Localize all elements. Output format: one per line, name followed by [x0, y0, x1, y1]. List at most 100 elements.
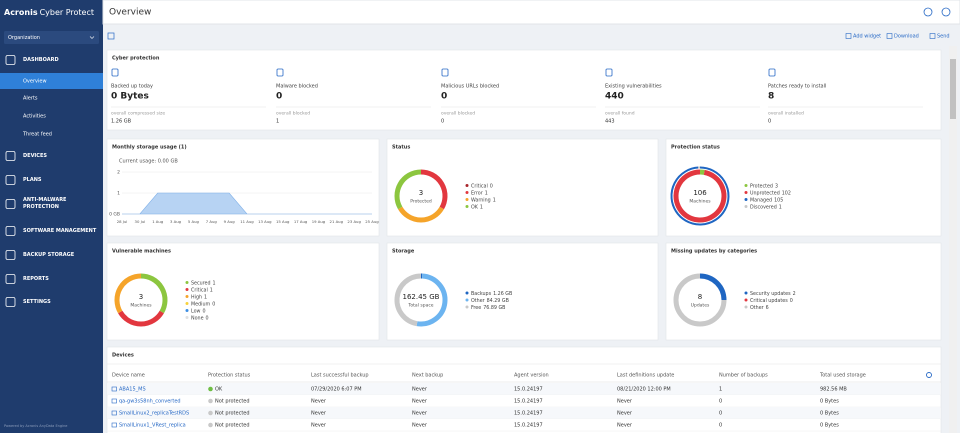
- nav-label[interactable]: SETTINGS: [23, 298, 51, 305]
- nav-item[interactable]: ANTI-MALWARE PROTECTION: [23, 197, 98, 213]
- brand-product: Cyber Protect: [40, 8, 94, 17]
- column-header: Next backup: [412, 373, 443, 379]
- area: [122, 192, 372, 215]
- table-cell: Never: [617, 411, 633, 417]
- nav-icon: [5, 226, 16, 236]
- x-tick-label: 21 Aug: [330, 219, 344, 224]
- legend-dot: [185, 302, 189, 305]
- y-tick-label: 1: [117, 191, 120, 197]
- donut-segment: [420, 169, 448, 210]
- header-icon[interactable]: [941, 7, 951, 17]
- column-header: Device name: [112, 373, 145, 379]
- legend-value: 1: [213, 280, 216, 286]
- table-cell: 0 Bytes: [820, 423, 839, 429]
- nav-item[interactable]: PLANS: [23, 177, 98, 193]
- device-link[interactable]: SmallLinux1_VRest_replica: [119, 423, 186, 429]
- table-cell: Never: [617, 399, 633, 405]
- device-link[interactable]: ABA15_MS: [119, 387, 146, 393]
- legend-name: Error: [471, 190, 483, 196]
- toolbar-action[interactable]: Add widget: [853, 34, 881, 40]
- tenant-selector[interactable]: [4, 31, 99, 44]
- legend-entry: Error 1: [471, 190, 488, 196]
- table-row[interactable]: [108, 383, 940, 395]
- legend-entry: Unprotected 102: [750, 190, 791, 196]
- toolbar-action[interactable]: Download: [894, 34, 919, 40]
- nav-item[interactable]: DEVICES: [23, 153, 98, 169]
- nav-label[interactable]: SOFTWARE MANAGEMENT: [23, 227, 97, 234]
- toolbar-action[interactable]: Send: [937, 34, 950, 40]
- nav-item[interactable]: BACKUP STORAGE: [23, 252, 98, 268]
- table-cell: 08/21/2020 12:00 PM: [617, 387, 671, 393]
- legend-value: 1: [485, 190, 488, 196]
- widget: [665, 242, 942, 341]
- nav-label[interactable]: DEVICES: [23, 152, 47, 159]
- nav-subitem[interactable]: Activities: [23, 114, 46, 120]
- table-row[interactable]: [108, 407, 940, 419]
- donut-segment: [670, 166, 730, 226]
- legend-entry: Backups 1.26 GB: [471, 291, 512, 297]
- legend-value: 6: [766, 305, 769, 311]
- nav-label[interactable]: DASHBOARD: [23, 56, 59, 63]
- widget-title: Status: [392, 145, 410, 151]
- nav-subitem[interactable]: Alerts: [23, 96, 38, 102]
- widget-title: Cyber protection: [112, 56, 160, 62]
- toolbar-icon[interactable]: [107, 32, 115, 40]
- stat-sub-value: 1: [276, 119, 279, 125]
- nav-item[interactable]: REPORTS: [23, 276, 98, 292]
- brand-name: Acronis: [4, 8, 38, 17]
- legend-dot: [465, 184, 469, 187]
- stat-sub-value: 1.26 GB: [111, 119, 132, 125]
- table-cell: 0 Bytes: [820, 399, 839, 405]
- legend-name: Other: [750, 305, 764, 311]
- table-cell: Not protected: [215, 399, 250, 405]
- legend-name: Critical updates: [750, 298, 788, 304]
- table-row[interactable]: [108, 395, 940, 407]
- header-icon[interactable]: [923, 7, 933, 17]
- y-tick-label: 2: [117, 170, 120, 176]
- table-cell: 15.0.24197: [514, 399, 543, 405]
- x-tick-label: 17 Aug: [294, 219, 308, 224]
- stat-sub-value: 0: [768, 119, 771, 125]
- x-tick-label: 13 Aug: [258, 219, 272, 224]
- action-icon: [886, 33, 893, 39]
- nav-icon: [5, 274, 16, 284]
- nav-label[interactable]: PLANS: [23, 176, 42, 183]
- nav-label[interactable]: REPORTS: [23, 275, 49, 282]
- legend-dot: [465, 305, 469, 309]
- widget-title: Devices: [112, 353, 134, 359]
- legend-name: Unprotected: [750, 190, 780, 196]
- settings-gear[interactable]: [926, 372, 932, 378]
- status-icon: [208, 398, 213, 404]
- table-row[interactable]: [108, 419, 940, 431]
- stat-icon: [768, 68, 776, 77]
- table-cell: 15.0.24197: [514, 411, 543, 417]
- table-cell: Never: [617, 423, 633, 429]
- legend-dot: [744, 191, 748, 194]
- widget: [665, 138, 942, 237]
- nav-item[interactable]: SOFTWARE MANAGEMENT: [23, 228, 98, 244]
- nav-icon: [5, 250, 16, 260]
- nav-label[interactable]: ANTI-MALWARE PROTECTION: [23, 197, 67, 210]
- status-icon: [208, 410, 213, 416]
- table-cell: 0: [719, 399, 722, 405]
- nav-label[interactable]: BACKUP STORAGE: [23, 251, 75, 258]
- device-link[interactable]: qa-gw3s58nh_converted: [119, 399, 181, 405]
- nav-subitem[interactable]: Threat feed: [22, 132, 52, 138]
- nav-item[interactable]: SETTINGS: [23, 299, 98, 315]
- x-tick-label: 15 Aug: [276, 219, 290, 224]
- scroll-thumb[interactable]: [950, 59, 956, 119]
- legend-name: Security updates: [750, 291, 791, 297]
- column-header: Last successful backup: [311, 373, 369, 379]
- legend-entry: Discovered 1: [750, 204, 782, 210]
- device-icon: [111, 410, 117, 416]
- donut-segment: [394, 169, 422, 210]
- stat-sub-label: overall installed: [768, 111, 804, 117]
- nav-item[interactable]: DASHBOARD: [23, 57, 98, 73]
- nav-subitem[interactable]: Overview: [23, 79, 47, 85]
- donut-center-value: 106: [693, 189, 707, 197]
- device-link[interactable]: SmallLinux2_replicaTestRDS: [119, 411, 189, 417]
- donut-segment: [118, 310, 164, 327]
- action-icon: [929, 33, 936, 39]
- nav-icon: [5, 151, 16, 161]
- sidebar: [0, 0, 103, 433]
